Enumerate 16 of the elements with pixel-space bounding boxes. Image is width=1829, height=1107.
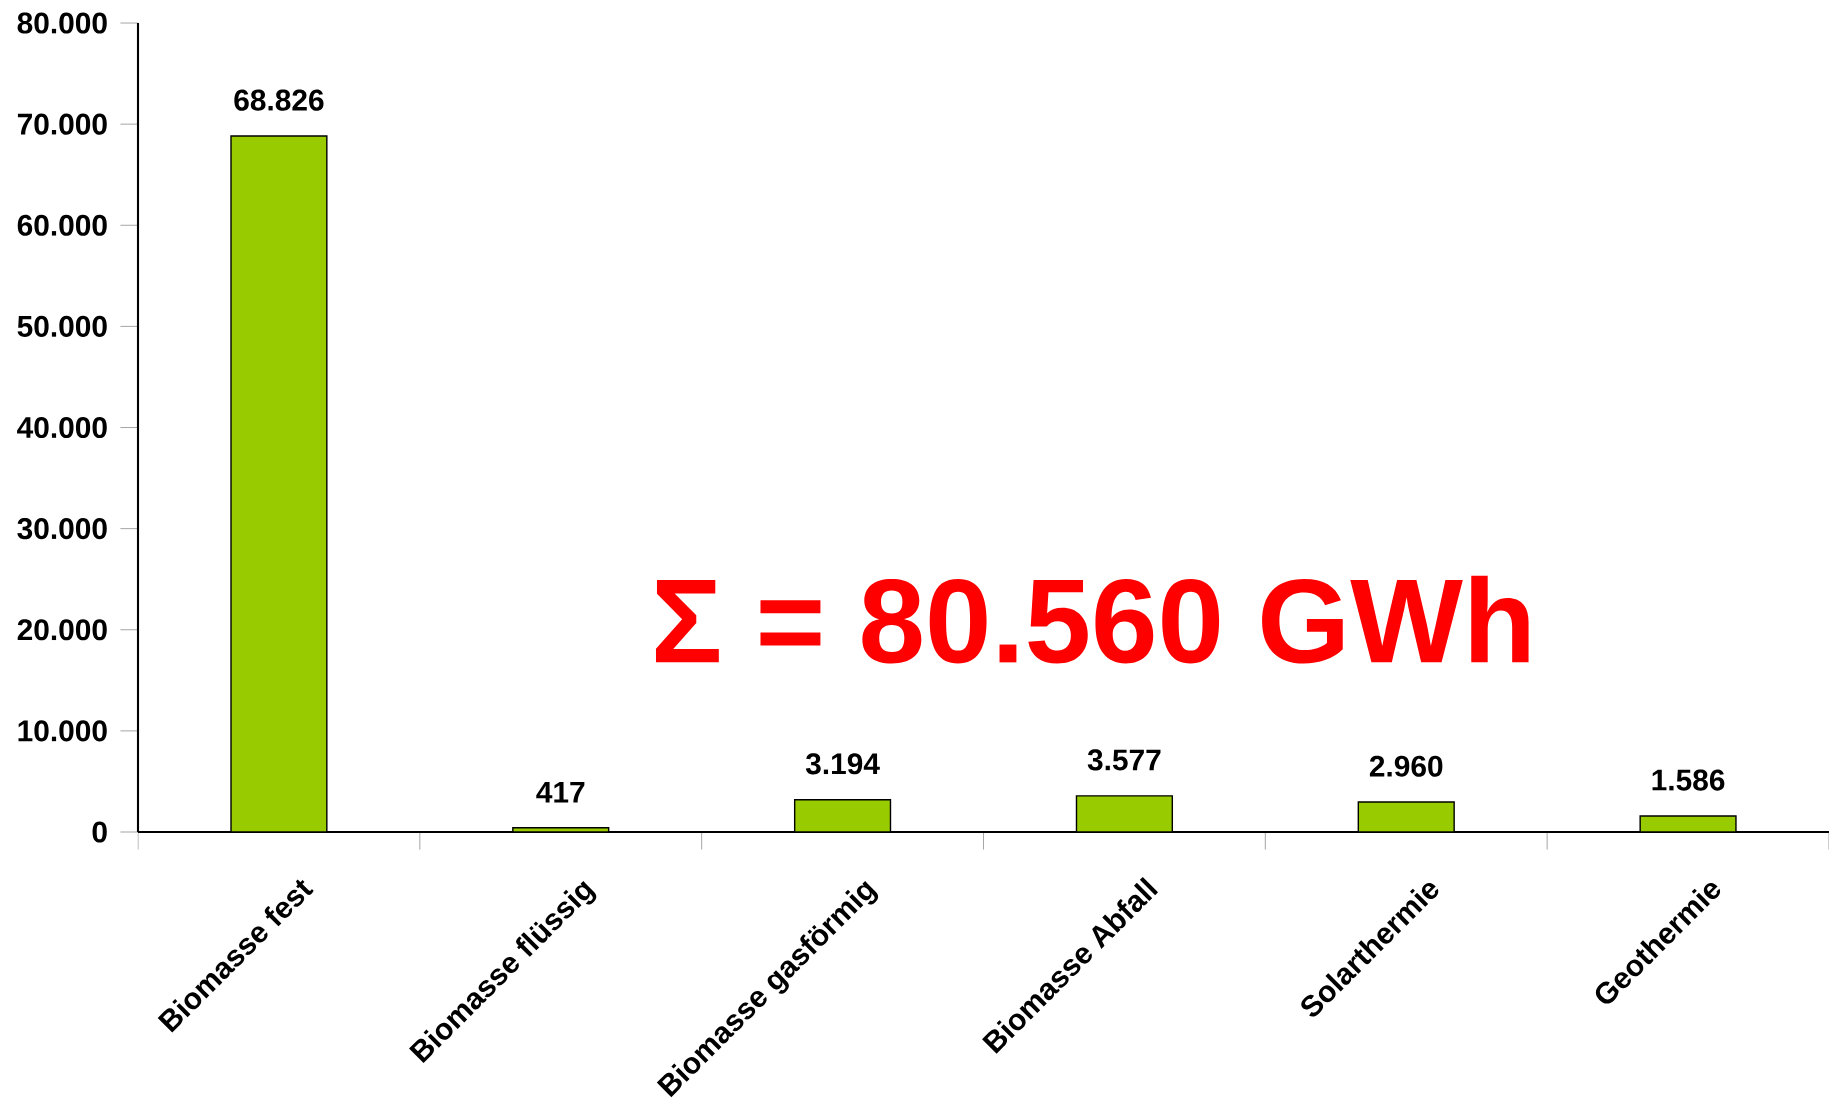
data-label: 417 <box>536 781 585 803</box>
y-tick-label: 80.000 <box>17 12 107 34</box>
data-label: 1.586 <box>1652 769 1725 791</box>
y-tick-label: 70.000 <box>17 113 107 135</box>
y-tick-label: 30.000 <box>17 518 107 540</box>
data-label: 3.577 <box>1087 749 1161 771</box>
annotation: Σ = 80.560 GWh <box>655 575 1529 664</box>
y-tick-label: 50.000 <box>17 315 107 337</box>
y-tick-label: 0 <box>92 821 107 843</box>
data-label: 3.194 <box>805 753 880 775</box>
data-label: 68.826 <box>234 89 324 111</box>
y-tick-label: 20.000 <box>17 619 107 641</box>
y-tick-label: 60.000 <box>17 214 107 236</box>
y-tick-label: 10.000 <box>18 720 107 742</box>
y-tick-label: 40.000 <box>17 416 107 439</box>
data-label: 2.960 <box>1369 755 1443 777</box>
